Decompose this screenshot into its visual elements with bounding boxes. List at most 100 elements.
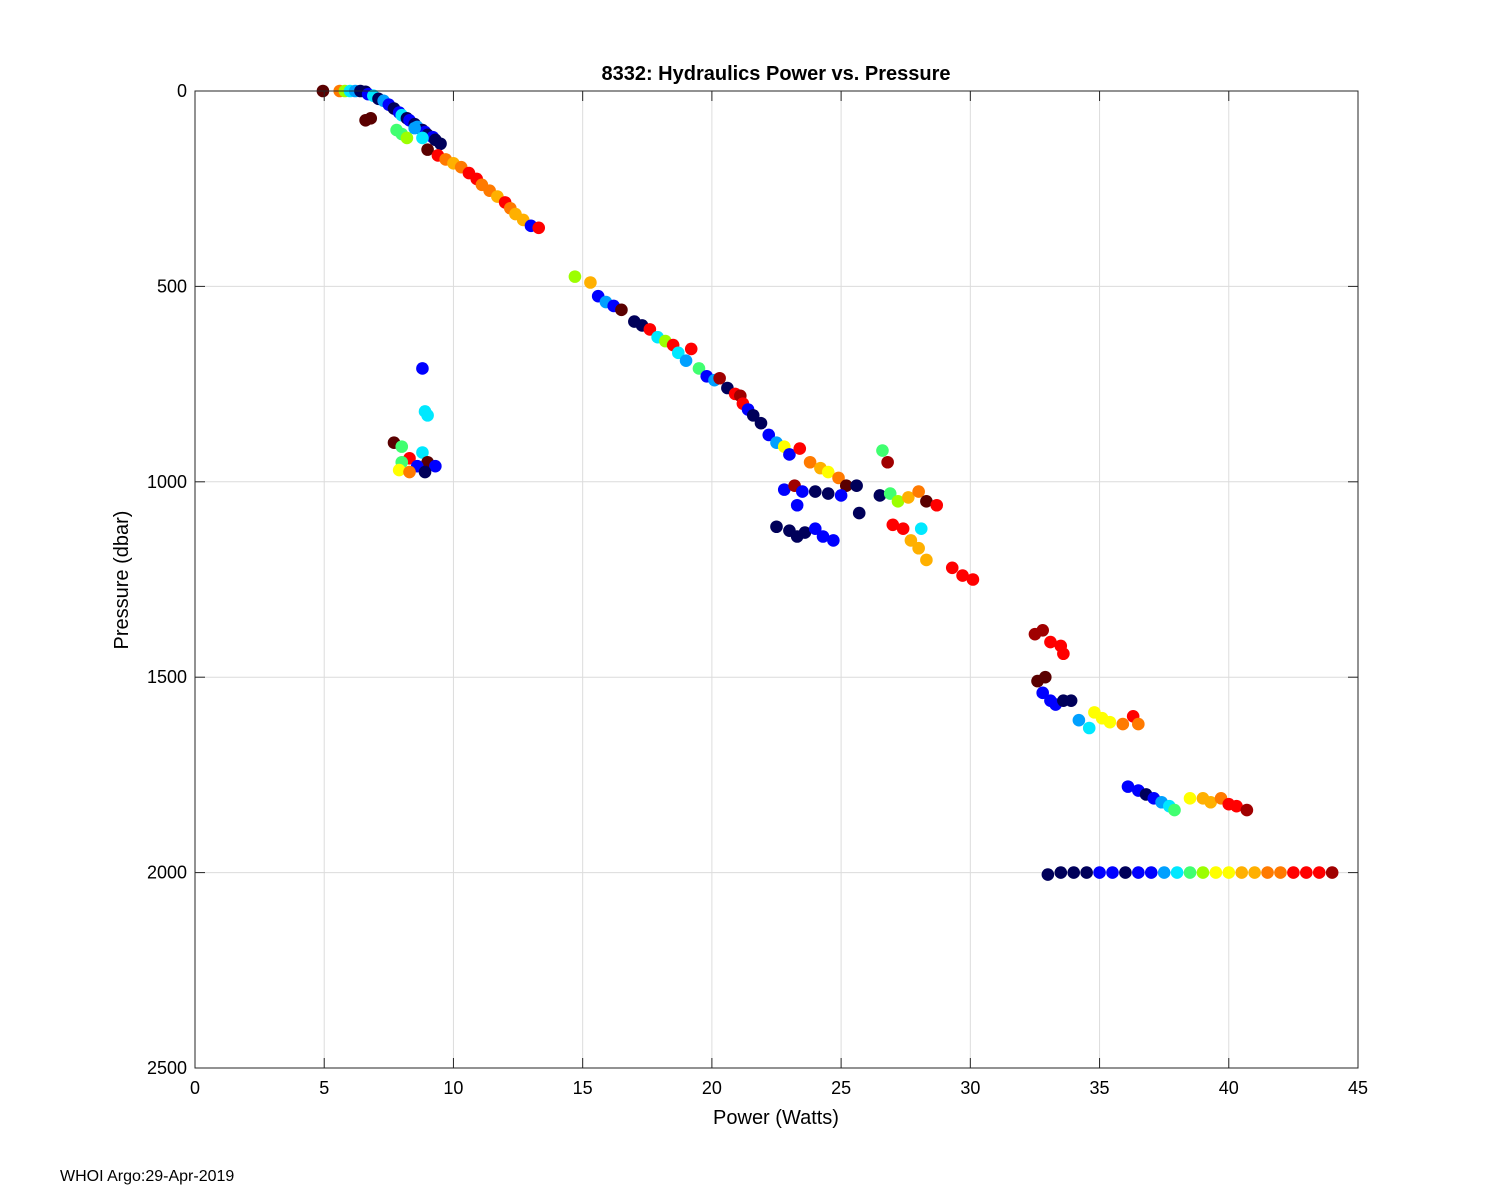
data-point — [790, 498, 804, 512]
data-point — [400, 131, 414, 145]
data-point — [1144, 866, 1158, 879]
data-point — [1325, 866, 1339, 879]
data-point — [850, 479, 863, 493]
data-point — [1230, 799, 1243, 813]
data-point — [1038, 670, 1052, 684]
data-point — [912, 541, 925, 555]
data-point — [684, 342, 698, 356]
data-points — [316, 84, 1339, 881]
data-point — [1157, 866, 1171, 879]
x-tick-label: 20 — [702, 1078, 722, 1098]
data-point — [1082, 721, 1096, 735]
y-tick-label: 1500 — [147, 667, 187, 687]
data-point — [1093, 866, 1106, 879]
data-point — [777, 483, 791, 496]
data-point — [770, 520, 783, 534]
x-tick-label: 40 — [1219, 1078, 1239, 1098]
data-point — [886, 518, 900, 532]
data-point — [1222, 866, 1236, 879]
x-tick-label: 10 — [443, 1078, 463, 1098]
data-point — [1106, 866, 1119, 879]
data-point — [364, 112, 378, 125]
data-point — [902, 491, 915, 504]
data-point — [1132, 866, 1145, 879]
data-point — [808, 485, 822, 498]
data-point — [1057, 647, 1070, 661]
data-point — [1170, 866, 1184, 879]
data-point — [1072, 713, 1086, 727]
data-point — [783, 448, 796, 461]
data-point — [418, 465, 432, 479]
data-point — [1132, 717, 1145, 731]
data-point — [930, 498, 944, 512]
data-point — [816, 530, 830, 543]
data-point — [881, 455, 894, 469]
data-point — [416, 131, 429, 145]
data-point — [403, 465, 416, 479]
y-tick-label: 1000 — [147, 472, 187, 492]
x-tick-label: 25 — [831, 1078, 851, 1098]
data-point — [615, 303, 628, 317]
data-point — [762, 428, 776, 442]
data-point — [1274, 866, 1287, 879]
data-point — [896, 522, 910, 535]
data-point — [821, 487, 835, 500]
data-point — [421, 409, 434, 422]
x-tick-label: 35 — [1090, 1078, 1110, 1098]
data-point — [966, 573, 980, 586]
x-tick-label: 0 — [190, 1078, 200, 1098]
data-point — [803, 455, 817, 469]
data-point — [1064, 694, 1078, 707]
data-point — [1183, 792, 1197, 805]
x-tick-label: 5 — [319, 1078, 329, 1098]
data-point — [821, 465, 835, 479]
data-point — [956, 569, 969, 582]
data-point — [914, 522, 928, 535]
y-tick-label: 2000 — [147, 863, 187, 883]
x-axis-label: Power (Watts) — [713, 1107, 839, 1129]
data-point — [1121, 780, 1135, 793]
data-point — [1196, 866, 1210, 879]
data-point — [1067, 866, 1081, 879]
data-point — [416, 446, 429, 459]
data-point — [421, 143, 434, 156]
data-point — [416, 362, 429, 375]
data-point — [1036, 686, 1049, 700]
data-point — [1248, 866, 1261, 879]
data-point — [395, 440, 409, 453]
data-point — [532, 221, 546, 235]
data-point — [429, 459, 442, 473]
axes: 0 5 10 15 20 25 30 35 40 45 0 500 1000 1500 2000 2500 — [147, 81, 1368, 1098]
x-tick-label: 30 — [960, 1078, 980, 1098]
chart-title: 8332: Hydraulics Power vs. Pressure — [601, 63, 950, 85]
data-point — [1235, 866, 1248, 879]
data-point — [584, 276, 597, 289]
data-point — [883, 487, 897, 500]
grid-lines — [194, 90, 1359, 1069]
data-point — [713, 371, 726, 385]
data-point — [1240, 803, 1254, 817]
y-axis-label: Pressure (dbar) — [111, 511, 133, 650]
data-point — [793, 442, 807, 455]
data-point — [1300, 866, 1313, 879]
data-point — [754, 416, 768, 430]
data-point — [1312, 866, 1326, 879]
data-point — [945, 561, 959, 575]
data-point — [1036, 624, 1049, 637]
data-point — [1168, 803, 1181, 817]
plot-frame — [194, 90, 1359, 1069]
y-tick-label: 500 — [157, 276, 187, 296]
y-tick-label: 2500 — [147, 1058, 187, 1078]
data-point — [1116, 717, 1130, 731]
x-tick-label: 45 — [1348, 1078, 1368, 1098]
data-point — [568, 270, 582, 283]
data-point — [692, 362, 706, 375]
data-point — [1209, 866, 1223, 879]
data-point — [1080, 866, 1093, 879]
data-point — [1054, 866, 1068, 879]
data-point — [434, 137, 447, 151]
data-point — [1183, 866, 1197, 879]
data-point — [392, 463, 406, 477]
data-point — [891, 495, 905, 508]
